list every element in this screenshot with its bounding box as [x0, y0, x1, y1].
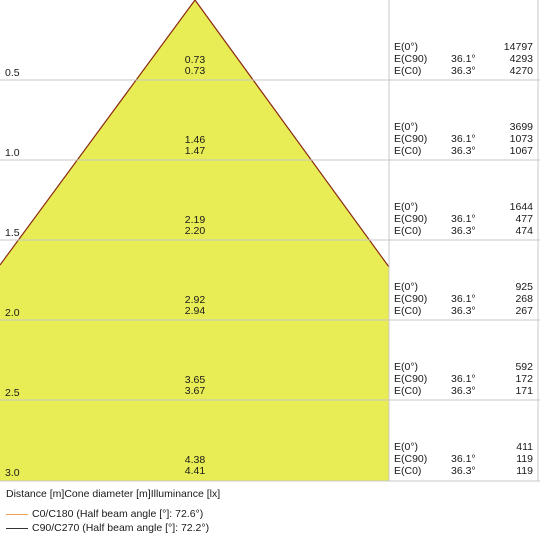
cone-diameter-c0: 4.38: [185, 454, 206, 466]
legend-swatch-c90: [6, 527, 28, 529]
e0-label: E(0°): [394, 441, 418, 453]
cone-diameter-c0: 2.19: [185, 214, 206, 226]
e0-label: E(0°): [394, 361, 418, 373]
cone-edge-c0: [0, 0, 196, 266]
beam-diagram: 0.50.730.73E(0°)E(C90)E(C0)36.1°36.3°147…: [0, 0, 540, 482]
footer-axis-labels: Distance [m]Cone diameter [m]Illuminance…: [6, 488, 221, 500]
e0-value: 411: [516, 441, 533, 453]
angle-c90: 36.1°: [451, 453, 476, 465]
e0-value: 592: [515, 361, 533, 373]
e0-value: 1644: [510, 201, 534, 213]
angle-c0: 36.3°: [451, 65, 476, 77]
ec90-value: 477: [515, 213, 533, 225]
legend-swatch-c0: [6, 513, 28, 515]
angle-c90: 36.1°: [451, 133, 476, 145]
legend-item-c0: C0/C180 (Half beam angle [°]: 72.6°): [6, 508, 203, 520]
cone-diameter-c0: 1.46: [185, 134, 206, 146]
ec0-value: 474: [515, 225, 533, 237]
ec90-value: 172: [515, 373, 533, 385]
distance-row: 3.0 4.384.41 E(0°)E(C90)E(C0) 36.1°36.3° 411…: [5, 441, 533, 479]
angle-c0: 36.3°: [451, 225, 476, 237]
ec0-value: 267: [515, 305, 533, 317]
cone-diameter-c90: 1.47: [185, 145, 206, 157]
e0-label: E(0°): [394, 281, 418, 293]
distance-row: 1.5 2.192.20 E(0°)E(C90)E(C0) 36.1°36.3° 164…: [5, 201, 533, 239]
distance-row: 1.0 1.461.47 E(0°)E(C90)E(C0) 36.1°36.3° 369…: [5, 121, 533, 159]
ec0-value: 4270: [510, 65, 534, 77]
cone-diameter-c90: 4.41: [185, 465, 206, 477]
rows: 0.50.730.73E(0°)E(C90)E(C0)36.1°36.3°147…: [5, 41, 533, 479]
angle-c0: 36.3°: [451, 145, 476, 157]
distance-label: 1.0: [5, 147, 20, 159]
angle-c90: 36.1°: [451, 373, 476, 385]
ec0-value: 119: [516, 465, 533, 477]
legend-item-c90: C90/C270 (Half beam angle [°]: 72.2°): [6, 522, 209, 534]
ec90-label: E(C90): [394, 293, 427, 305]
cone-diameter-c90: 0.73: [185, 65, 206, 77]
ec0-label: E(C0): [394, 145, 421, 157]
ec90-value: 1073: [510, 133, 534, 145]
distance-label: 2.5: [5, 387, 20, 399]
e0-label: E(0°): [394, 41, 418, 53]
ec90-label: E(C90): [394, 373, 427, 385]
distance-row: 2.0 2.922.94 E(0°)E(C90)E(C0) 36.1°36.3° 925…: [5, 281, 533, 319]
ec0-label: E(C0): [394, 305, 421, 317]
angle-c0: 36.3°: [451, 465, 476, 477]
e0-value: 14797: [504, 41, 533, 53]
cone-diameter-c90: 3.67: [185, 385, 206, 397]
ec0-label: E(C0): [394, 225, 421, 237]
distance-label: 1.5: [5, 227, 20, 239]
angle-c0: 36.3°: [451, 305, 476, 317]
angle-c90: 36.1°: [451, 53, 476, 65]
grid: [0, 0, 540, 482]
angle-c0: 36.3°: [451, 385, 476, 397]
e0-value: 925: [515, 281, 533, 293]
ec90-value: 119: [516, 453, 533, 465]
ec90-label: E(C90): [394, 453, 427, 465]
legend-label-c0: C0/C180 (Half beam angle [°]: 72.6°): [32, 508, 204, 520]
cone-edge-c90: [194, 0, 390, 268]
ec0-label: E(C0): [394, 385, 421, 397]
ec0-label: E(C0): [394, 65, 421, 77]
ec90-value: 4293: [510, 53, 534, 65]
distance-label: 2.0: [5, 307, 20, 319]
ec90-label: E(C90): [394, 213, 427, 225]
ec0-label: E(C0): [394, 465, 421, 477]
angle-c90: 36.1°: [451, 213, 476, 225]
cone-diameter-c0: 2.92: [185, 294, 206, 306]
distance-label: 0.5: [5, 67, 20, 79]
cone-diameter-c90: 2.94: [185, 305, 206, 317]
cone-diameter-c90: 2.20: [185, 225, 206, 237]
ec90-label: E(C90): [394, 133, 427, 145]
ec0-value: 171: [515, 385, 533, 397]
distance-row: 0.5 0.730.73 E(0°)E(C90)E(C0) 36.1°36.3° 147…: [5, 41, 533, 79]
e0-label: E(0°): [394, 201, 418, 213]
e0-value: 3699: [510, 121, 534, 133]
legend-label-c90: C90/C270 (Half beam angle [°]: 72.2°): [32, 522, 210, 534]
ec90-label: E(C90): [394, 53, 427, 65]
ec90-value: 268: [515, 293, 533, 305]
angle-c90: 36.1°: [451, 293, 476, 305]
cone-diameter-c0: 3.65: [185, 374, 206, 386]
ec0-value: 1067: [510, 145, 534, 157]
distance-label: 3.0: [5, 467, 20, 479]
cone-diameter-c0: 0.73: [185, 54, 206, 66]
e0-label: E(0°): [394, 121, 418, 133]
distance-row: 2.5 3.653.67 E(0°)E(C90)E(C0) 36.1°36.3° 592…: [5, 361, 533, 399]
